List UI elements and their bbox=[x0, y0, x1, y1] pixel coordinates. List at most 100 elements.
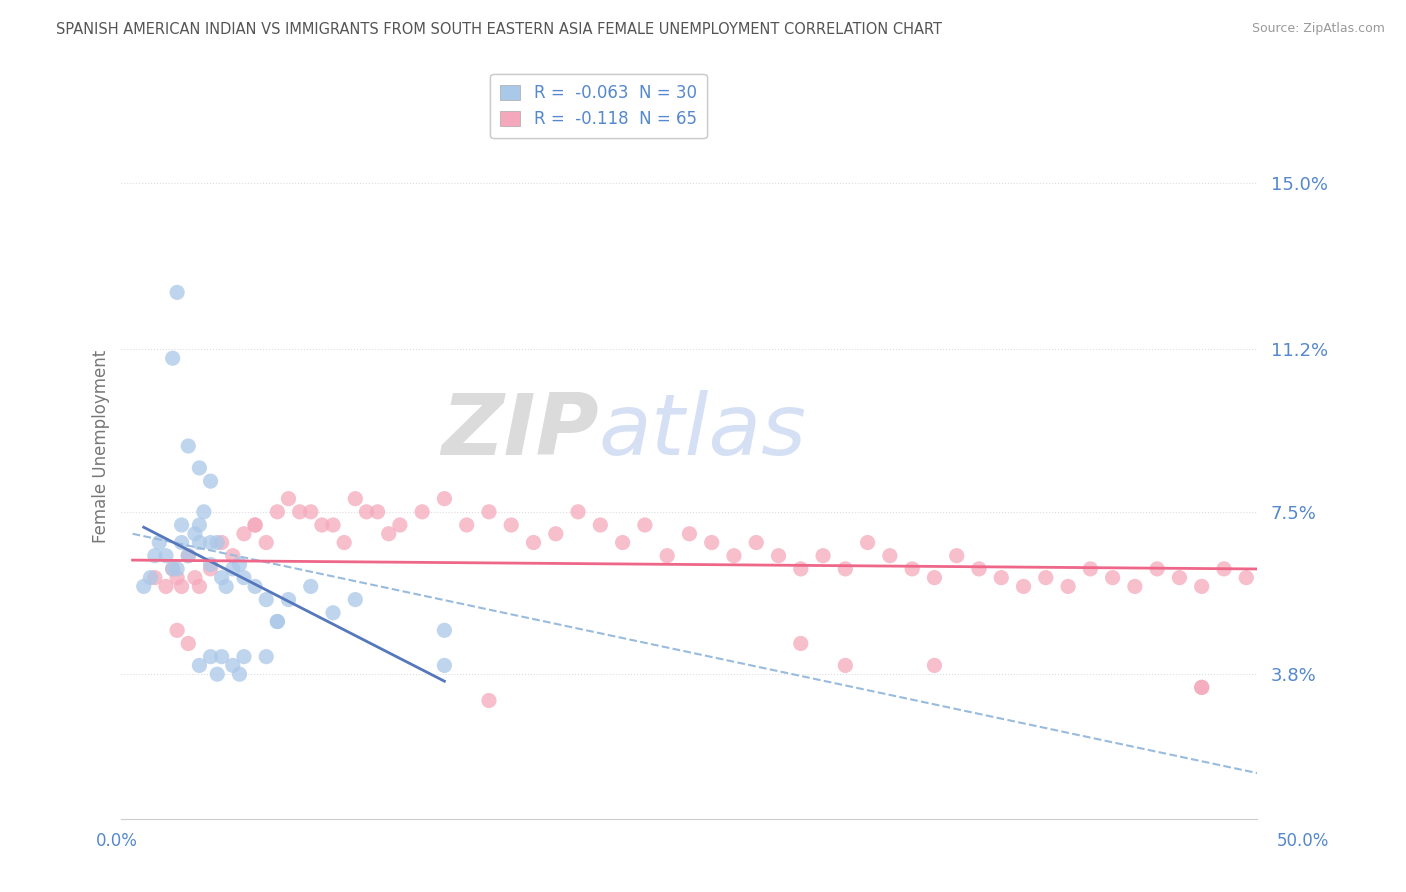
Point bbox=[211, 535, 233, 549]
Point bbox=[967, 562, 990, 576]
Point bbox=[367, 505, 389, 519]
Point bbox=[222, 562, 245, 576]
Point bbox=[634, 518, 657, 533]
Point bbox=[162, 351, 184, 366]
Point bbox=[501, 518, 523, 533]
Point bbox=[243, 518, 266, 533]
Point bbox=[322, 518, 344, 533]
Point bbox=[456, 518, 478, 533]
Point bbox=[478, 693, 501, 707]
Point bbox=[522, 535, 544, 549]
Point bbox=[233, 649, 256, 664]
Point bbox=[333, 535, 356, 549]
Point bbox=[193, 505, 215, 519]
Point bbox=[700, 535, 723, 549]
Point bbox=[856, 535, 879, 549]
Point bbox=[243, 518, 266, 533]
Point bbox=[266, 505, 288, 519]
Point bbox=[589, 518, 612, 533]
Point bbox=[344, 592, 367, 607]
Point bbox=[254, 592, 277, 607]
Point bbox=[211, 571, 233, 585]
Point bbox=[170, 535, 193, 549]
Text: 0.0%: 0.0% bbox=[96, 832, 138, 850]
Point bbox=[901, 562, 924, 576]
Point bbox=[266, 615, 288, 629]
Point bbox=[433, 624, 456, 638]
Point bbox=[233, 571, 256, 585]
Point bbox=[388, 518, 411, 533]
Text: SPANISH AMERICAN INDIAN VS IMMIGRANTS FROM SOUTH EASTERN ASIA FEMALE UNEMPLOYMEN: SPANISH AMERICAN INDIAN VS IMMIGRANTS FR… bbox=[56, 22, 942, 37]
Point bbox=[567, 505, 589, 519]
Point bbox=[132, 579, 155, 593]
Point bbox=[322, 606, 344, 620]
Point bbox=[233, 526, 256, 541]
Point bbox=[433, 491, 456, 506]
Point bbox=[745, 535, 768, 549]
Y-axis label: Female Unemployment: Female Unemployment bbox=[93, 350, 110, 542]
Point bbox=[1123, 579, 1146, 593]
Point bbox=[228, 558, 250, 572]
Point bbox=[1080, 562, 1102, 576]
Point bbox=[811, 549, 834, 563]
Point bbox=[200, 535, 222, 549]
Point bbox=[170, 579, 193, 593]
Point bbox=[768, 549, 790, 563]
Point bbox=[945, 549, 967, 563]
Point bbox=[177, 549, 200, 563]
Point bbox=[155, 549, 177, 563]
Point bbox=[254, 535, 277, 549]
Point bbox=[288, 505, 311, 519]
Point bbox=[243, 579, 266, 593]
Point bbox=[344, 491, 367, 506]
Point bbox=[188, 658, 211, 673]
Point bbox=[215, 579, 238, 593]
Point bbox=[277, 592, 299, 607]
Point bbox=[1168, 571, 1191, 585]
Point bbox=[723, 549, 745, 563]
Point bbox=[166, 562, 188, 576]
Point bbox=[1234, 571, 1257, 585]
Point bbox=[166, 624, 188, 638]
Legend: R =  -0.063  N = 30, R =  -0.118  N = 65: R = -0.063 N = 30, R = -0.118 N = 65 bbox=[491, 74, 707, 138]
Point bbox=[1191, 681, 1213, 695]
Point bbox=[612, 535, 634, 549]
Point bbox=[1035, 571, 1057, 585]
Point bbox=[478, 505, 501, 519]
Point bbox=[184, 571, 207, 585]
Point bbox=[879, 549, 901, 563]
Point bbox=[311, 518, 333, 533]
Point bbox=[162, 562, 184, 576]
Point bbox=[166, 571, 188, 585]
Point bbox=[177, 549, 200, 563]
Point bbox=[266, 615, 288, 629]
Point bbox=[184, 526, 207, 541]
Point bbox=[299, 505, 322, 519]
Point bbox=[228, 667, 250, 681]
Point bbox=[222, 658, 245, 673]
Point bbox=[148, 535, 170, 549]
Text: Source: ZipAtlas.com: Source: ZipAtlas.com bbox=[1251, 22, 1385, 36]
Point bbox=[188, 461, 211, 475]
Point bbox=[170, 518, 193, 533]
Point bbox=[356, 505, 378, 519]
Point bbox=[200, 474, 222, 488]
Text: 50.0%: 50.0% bbox=[1277, 832, 1329, 850]
Point bbox=[790, 562, 813, 576]
Text: ZIP: ZIP bbox=[441, 390, 599, 473]
Point bbox=[1057, 579, 1080, 593]
Point bbox=[200, 558, 222, 572]
Point bbox=[790, 636, 813, 650]
Point bbox=[205, 667, 228, 681]
Point bbox=[143, 549, 166, 563]
Point bbox=[1101, 571, 1123, 585]
Point bbox=[411, 505, 433, 519]
Point bbox=[188, 579, 211, 593]
Point bbox=[377, 526, 399, 541]
Point bbox=[678, 526, 700, 541]
Point bbox=[990, 571, 1012, 585]
Point bbox=[188, 535, 211, 549]
Point bbox=[139, 571, 162, 585]
Point bbox=[1213, 562, 1236, 576]
Point bbox=[254, 649, 277, 664]
